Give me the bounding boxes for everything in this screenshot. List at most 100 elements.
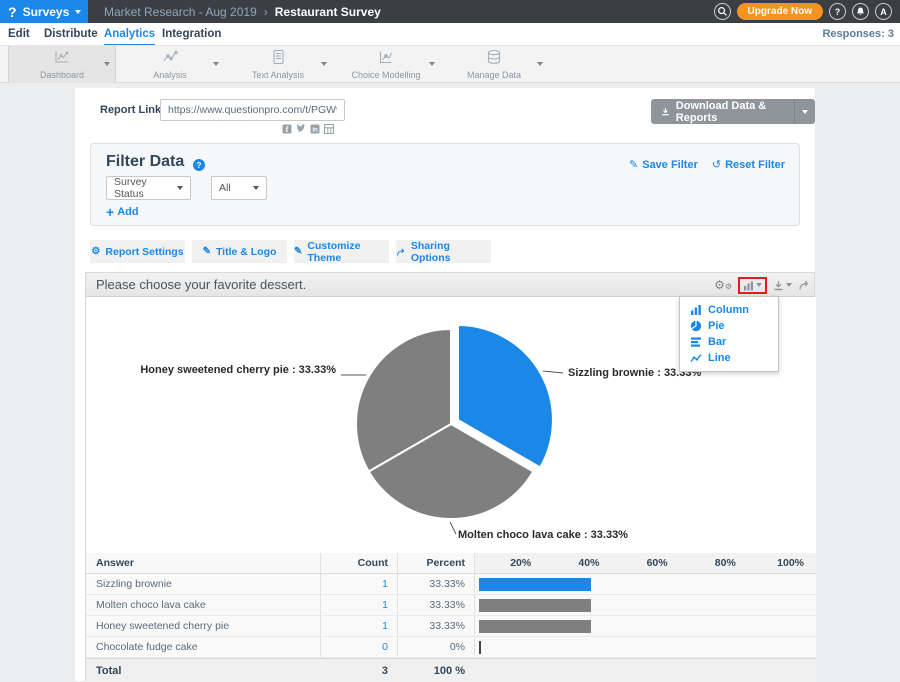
- chevron-down-icon[interactable]: [537, 62, 543, 66]
- share-arrow-icon: [396, 247, 406, 257]
- toolbar-item-manage-data[interactable]: Manage Data: [440, 46, 548, 83]
- question-header: Please choose your favorite dessert. ⚙⚙: [86, 273, 814, 297]
- column-header-answer: Answer: [86, 553, 320, 573]
- tab-title-logo[interactable]: ✎Title & Logo: [192, 240, 287, 263]
- search-icon: [717, 6, 728, 17]
- line-chart-icon: [54, 49, 70, 65]
- help-button[interactable]: ?: [829, 3, 846, 20]
- svg-text:in: in: [312, 128, 318, 134]
- modelling-chart-icon: [378, 49, 394, 65]
- chevron-down-icon: [75, 10, 81, 14]
- breadcrumb: Market Research - Aug 2019 › Restaurant …: [104, 0, 381, 23]
- tab-report-settings[interactable]: ⚙Report Settings: [90, 240, 185, 263]
- pie-label-connector: [450, 522, 456, 534]
- questionpro-logo-icon: ?: [8, 5, 17, 19]
- chevron-down-icon[interactable]: [429, 62, 435, 66]
- account-avatar[interactable]: A: [875, 3, 892, 20]
- answer-bar: [479, 578, 591, 591]
- download-icon: [773, 280, 784, 291]
- chart-menu-item-line[interactable]: Line: [680, 350, 778, 366]
- document-icon: [270, 49, 286, 65]
- embed-icon[interactable]: [324, 124, 334, 134]
- upgrade-now-button[interactable]: Upgrade Now: [737, 3, 823, 20]
- chevron-down-icon[interactable]: [321, 62, 327, 66]
- toolbar-item-analysis[interactable]: Analysis: [116, 46, 224, 83]
- notifications-button[interactable]: [852, 3, 869, 20]
- toolbar-item-text-analysis[interactable]: Text Analysis: [224, 46, 332, 83]
- chart-menu-item-bar[interactable]: Bar: [680, 334, 778, 350]
- responses-count[interactable]: Responses: 3: [822, 23, 894, 45]
- chevron-down-icon: [177, 186, 183, 190]
- report-link-label: Report Link: [100, 104, 161, 116]
- surveys-product-menu[interactable]: ? Surveys: [0, 0, 88, 23]
- pencil-icon: ✎: [294, 246, 302, 257]
- filter-data-title: Filter Data: [106, 153, 184, 171]
- reset-filter-link[interactable]: ↺Reset Filter: [712, 158, 785, 171]
- report-link-input[interactable]: [160, 99, 345, 121]
- save-filter-link[interactable]: ✎Save Filter: [629, 158, 698, 171]
- report-settings-tabs: ⚙Report Settings ✎Title & Logo ✎Customiz…: [90, 240, 491, 263]
- nav-tab-analytics[interactable]: Analytics: [104, 23, 155, 45]
- download-options-caret[interactable]: [795, 99, 815, 124]
- chart-settings-gear-icon[interactable]: ⚙⚙: [714, 279, 732, 291]
- download-icon: [661, 106, 670, 117]
- filter-field-select[interactable]: Survey Status: [106, 176, 191, 200]
- column-chart-icon: [690, 304, 702, 316]
- pencil-icon: ✎: [629, 158, 638, 171]
- facebook-icon[interactable]: f: [282, 124, 292, 134]
- chart-type-menu: Column Pie Bar Line: [679, 296, 779, 372]
- nav-tab-edit[interactable]: Edit: [8, 23, 30, 45]
- pencil-icon: ✎: [203, 246, 211, 257]
- chart-menu-item-column[interactable]: Column: [680, 302, 778, 318]
- question-result-panel: Please choose your favorite dessert. ⚙⚙: [85, 272, 815, 681]
- answer-bar: [479, 641, 481, 654]
- dashboard-card: Report Link f in Download Data & Reports…: [75, 88, 815, 681]
- questionpro-analytics-screen: ? Surveys Market Research - Aug 2019 › R…: [0, 0, 900, 681]
- table-row: Molten choco lava cake 1 33.33%: [86, 595, 816, 616]
- bar-chart-icon: [743, 280, 754, 291]
- table-total-row: Total 3 100 %: [86, 658, 816, 682]
- chevron-down-icon[interactable]: [213, 62, 219, 66]
- chevron-down-icon: [786, 283, 792, 287]
- plus-icon: +: [106, 204, 114, 220]
- search-button[interactable]: [714, 3, 731, 20]
- filter-data-panel: Filter Data ? ✎Save Filter ↺Reset Filter…: [90, 143, 800, 226]
- top-header-bar: ? Surveys Market Research - Aug 2019 › R…: [0, 0, 900, 23]
- twitter-icon[interactable]: [296, 124, 306, 134]
- tab-sharing-options[interactable]: Sharing Options: [396, 240, 491, 263]
- chart-share-button[interactable]: [798, 279, 810, 291]
- nav-tab-integration[interactable]: Integration: [162, 23, 221, 45]
- add-filter-button[interactable]: +Add: [106, 204, 139, 220]
- survey-nav: Edit Distribute Analytics Integration Re…: [0, 23, 900, 45]
- chart-download-button[interactable]: [773, 280, 792, 291]
- toolbar-item-choice-modelling[interactable]: Choice Modelling: [332, 46, 440, 83]
- column-header-count: Count: [320, 553, 397, 573]
- answer-bar: [479, 599, 591, 612]
- svg-text:f: f: [286, 125, 289, 134]
- breadcrumb-folder[interactable]: Market Research - Aug 2019: [104, 5, 257, 19]
- table-header-row: Answer Count Percent 20% 40% 60% 80% 100…: [86, 553, 816, 574]
- chevron-down-icon: [253, 186, 259, 190]
- results-table: Answer Count Percent 20% 40% 60% 80% 100…: [86, 553, 816, 682]
- analytics-toolbar: Dashboard Analysis Text Analysis Choice …: [0, 45, 900, 83]
- breadcrumb-separator: ›: [264, 5, 268, 19]
- filter-help-icon[interactable]: ?: [193, 159, 205, 171]
- chart-menu-item-pie[interactable]: Pie: [680, 318, 778, 334]
- toolbar-item-dashboard[interactable]: Dashboard: [8, 46, 116, 83]
- column-header-percent: Percent: [397, 553, 474, 573]
- question-title: Please choose your favorite dessert.: [96, 273, 306, 297]
- tab-customize-theme[interactable]: ✎Customize Theme: [294, 240, 389, 263]
- product-label: Surveys: [23, 5, 70, 19]
- filter-value-select[interactable]: All: [211, 176, 267, 200]
- gear-icon: ⚙: [91, 246, 100, 257]
- nav-tab-distribute[interactable]: Distribute: [44, 23, 98, 45]
- download-data-reports-button[interactable]: Download Data & Reports: [651, 99, 815, 124]
- pie-label-connector: [543, 371, 563, 373]
- pie-chart-icon: [690, 320, 702, 332]
- trend-chart-icon: [162, 49, 178, 65]
- chevron-down-icon[interactable]: [104, 62, 110, 66]
- line-chart-icon: [690, 352, 702, 364]
- chart-type-dropdown-button[interactable]: [738, 277, 767, 294]
- bar-scale-header: 20% 40% 60% 80% 100%: [474, 553, 816, 573]
- linkedin-icon[interactable]: in: [310, 124, 320, 134]
